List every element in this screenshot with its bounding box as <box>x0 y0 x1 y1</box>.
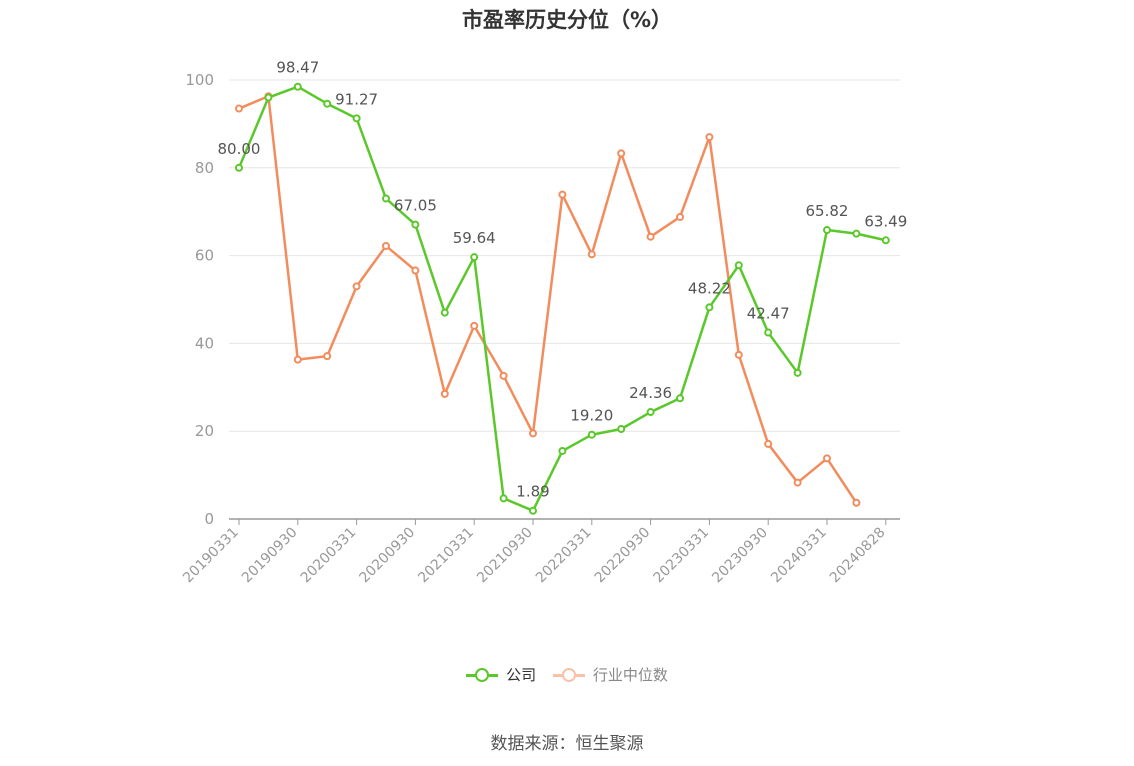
company-data-label: 48.22 <box>688 279 731 297</box>
company-point <box>499 494 508 503</box>
company-point <box>352 114 361 123</box>
x-tick-label: 20240331 <box>768 525 830 587</box>
x-tick-label: 20240828 <box>827 525 889 587</box>
x-tick-label: 20230930 <box>709 525 771 587</box>
company-point <box>558 446 567 455</box>
company-data-label: 1.89 <box>516 483 549 501</box>
industry-point <box>734 350 743 359</box>
y-tick-label: 60 <box>195 247 214 265</box>
industry-point <box>852 498 861 507</box>
industry-point <box>440 389 449 398</box>
company-point <box>764 328 773 337</box>
industry-point <box>382 241 390 250</box>
x-tick-label: 20210331 <box>415 525 477 587</box>
company-point <box>440 308 449 317</box>
grid-lines <box>229 79 900 432</box>
axes: 0 20 40 60 80 100 2019033120190930202003312020… <box>180 71 900 586</box>
company-point <box>587 430 596 439</box>
industry-point <box>558 190 567 199</box>
x-tick-label: 20200331 <box>298 525 360 587</box>
company-point <box>264 93 273 102</box>
company-data-label: 42.47 <box>747 305 790 323</box>
industry-point <box>676 212 684 221</box>
industry-point <box>323 352 332 361</box>
data-source: 数据来源：恒生聚源 <box>490 734 644 754</box>
chart-title: 市盈率历史分位（%） <box>461 8 673 32</box>
company-data-label: 24.36 <box>629 384 672 402</box>
company-point <box>235 163 243 172</box>
legend: 公司 行业中位数 <box>0 664 1134 687</box>
legend-item-company[interactable]: 公司 <box>466 664 536 685</box>
company-point <box>382 194 390 203</box>
industry-point <box>646 232 655 241</box>
company-point <box>734 261 743 270</box>
y-tick-label: 100 <box>185 71 214 89</box>
x-tick-label: 20220331 <box>533 525 595 587</box>
company-point <box>470 253 479 262</box>
chart-canvas: 0 20 40 60 80 100 2019033120190930202003312020… <box>180 59 908 587</box>
y-tick-label: 0 <box>204 510 214 528</box>
x-tick-label: 20190331 <box>180 525 242 587</box>
company-data-label: 80.00 <box>218 140 261 158</box>
company-point <box>411 220 420 229</box>
company-data-label: 67.05 <box>394 197 437 215</box>
company-data-label: 19.20 <box>570 407 613 425</box>
legend-industry-label: 行业中位数 <box>592 666 668 684</box>
company-point <box>852 229 861 238</box>
industry-point <box>235 104 243 113</box>
legend-company-label: 公司 <box>506 666 537 684</box>
x-tick-label: 20210930 <box>474 525 536 587</box>
company-point <box>529 506 537 515</box>
industry-line <box>238 94 858 504</box>
company-point <box>881 236 890 245</box>
industry-point <box>823 454 831 463</box>
industry-point <box>411 266 420 275</box>
industry-point <box>529 429 537 438</box>
industry-point <box>499 371 508 380</box>
x-tick-label: 20220930 <box>592 525 654 587</box>
y-tick-label: 40 <box>195 334 214 352</box>
company-point <box>323 99 332 108</box>
company-point <box>293 82 302 91</box>
industry-point <box>293 355 302 364</box>
company-data-label: 98.47 <box>276 59 319 77</box>
industry-point <box>793 478 802 487</box>
industry-point <box>587 250 596 259</box>
x-tick-label: 20200930 <box>357 525 419 587</box>
industry-point <box>764 439 773 448</box>
company-data-label: 59.64 <box>453 229 496 247</box>
industry-point <box>352 282 361 291</box>
company-point <box>617 425 626 434</box>
data-labels: 80.00 98.47 91.27 67.05 59.64 1.89 19.20 24.36 4… <box>218 59 908 501</box>
company-data-label: 91.27 <box>335 90 378 108</box>
legend-company-swatch-icon <box>466 667 499 683</box>
legend-industry-swatch-icon <box>552 667 585 683</box>
industry-point <box>705 133 714 142</box>
company-point <box>705 303 714 312</box>
y-tick-label: 20 <box>195 422 214 440</box>
company-data-label: 65.82 <box>806 202 849 220</box>
series <box>235 82 890 515</box>
company-point <box>676 394 684 403</box>
x-tick-label: 20190930 <box>239 525 301 587</box>
company-data-label: 63.49 <box>864 212 907 230</box>
company-point <box>793 368 802 377</box>
company-point <box>646 408 655 417</box>
industry-point <box>470 321 479 330</box>
x-tick-label: 20230331 <box>651 525 713 587</box>
company-point <box>823 226 831 235</box>
legend-item-industry[interactable]: 行业中位数 <box>552 664 668 685</box>
industry-point <box>617 149 626 158</box>
y-tick-label: 80 <box>195 159 214 177</box>
